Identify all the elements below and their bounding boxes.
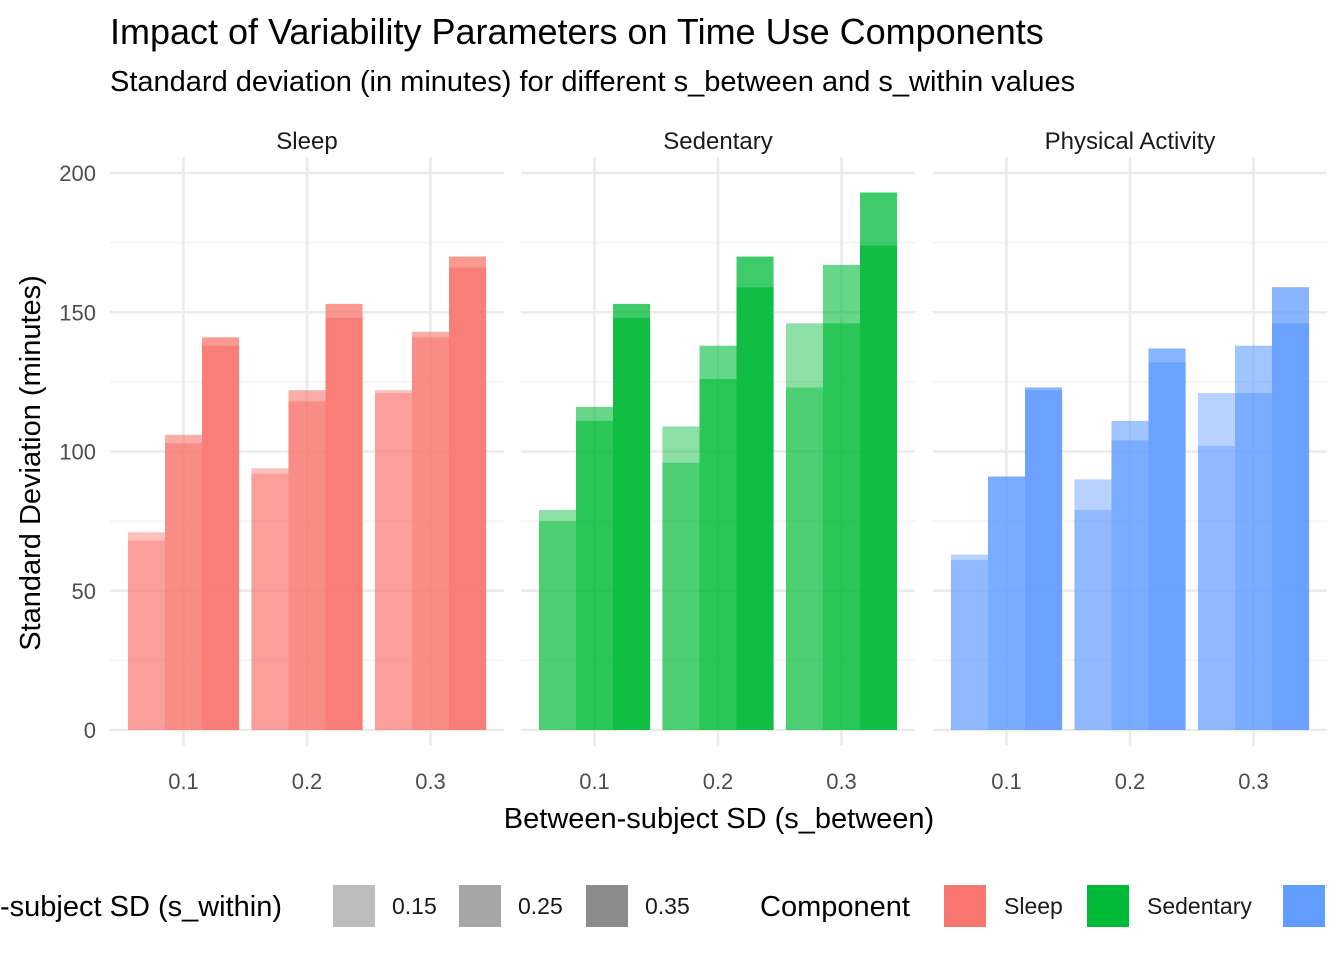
panel-sleep: Sleep 0.1 0.2 0.3 bbox=[110, 128, 504, 794]
x-axis-title: Between-subject SD (s_between) bbox=[504, 803, 934, 835]
bar bbox=[411, 337, 450, 730]
bar bbox=[449, 267, 487, 730]
legend-label-component: Sedentary bbox=[1147, 893, 1252, 919]
x-tick-label: 0.1 bbox=[991, 769, 1022, 794]
bar bbox=[785, 323, 823, 730]
bar bbox=[822, 323, 861, 730]
facet-label: Physical Activity bbox=[1045, 128, 1216, 155]
y-axis-ticks: 0 50 100 150 200 bbox=[59, 161, 96, 743]
y-tick-label: 150 bbox=[59, 300, 96, 325]
chart-subtitle: Standard deviation (in minutes) for diff… bbox=[110, 66, 1075, 98]
bar bbox=[1197, 393, 1235, 730]
x-tick-label: 0.1 bbox=[579, 769, 610, 794]
bar bbox=[1025, 390, 1063, 730]
bar bbox=[950, 554, 988, 730]
x-tick-label: 0.2 bbox=[703, 769, 734, 794]
x-tick-label: 0.3 bbox=[826, 769, 857, 794]
bar bbox=[662, 426, 700, 730]
bar bbox=[662, 462, 700, 730]
y-tick-label: 200 bbox=[59, 161, 96, 186]
y-tick-label: 50 bbox=[72, 579, 96, 604]
legend-title-s-within: -subject SD (s_within) bbox=[0, 891, 282, 923]
bar bbox=[1148, 362, 1186, 730]
bar bbox=[1074, 479, 1112, 730]
chart-title: Impact of Variability Parameters on Time… bbox=[110, 11, 1044, 52]
legend-swatch-component bbox=[1087, 885, 1129, 927]
bar bbox=[127, 540, 165, 730]
legend-label-s-within: 0.25 bbox=[518, 893, 563, 919]
panel-physical-activity: Physical Activity 0.1 0.2 0.3 bbox=[933, 128, 1327, 794]
x-tick-label: 0.1 bbox=[168, 769, 199, 794]
bar bbox=[699, 379, 737, 730]
bar bbox=[1074, 509, 1112, 730]
y-tick-label: 0 bbox=[84, 718, 96, 743]
bar bbox=[374, 390, 412, 730]
bar bbox=[325, 317, 363, 730]
bar bbox=[1197, 445, 1235, 730]
x-tick-label: 0.2 bbox=[1115, 769, 1146, 794]
bar bbox=[202, 345, 240, 730]
facet-label: Sedentary bbox=[663, 128, 772, 155]
bar bbox=[987, 476, 1026, 730]
bar bbox=[860, 245, 898, 730]
bar bbox=[538, 509, 576, 730]
bar bbox=[251, 473, 289, 730]
panel-sedentary: Sedentary 0.1 0.2 0.3 bbox=[521, 128, 915, 794]
facet-label: Sleep bbox=[276, 128, 337, 155]
bar bbox=[127, 532, 165, 730]
y-tick-label: 100 bbox=[59, 440, 96, 465]
bar bbox=[164, 443, 203, 730]
legend: -subject SD (s_within) Component 0.15 0.2… bbox=[0, 885, 1344, 927]
legend-label-s-within: 0.15 bbox=[392, 893, 437, 919]
bar bbox=[1272, 323, 1310, 730]
bar bbox=[1234, 393, 1273, 730]
legend-swatch-s-within bbox=[333, 885, 375, 927]
legend-title-component: Component bbox=[760, 891, 910, 923]
bar bbox=[785, 387, 823, 730]
bar bbox=[288, 401, 326, 730]
bar bbox=[736, 287, 774, 730]
legend-label-s-within: 0.35 bbox=[645, 893, 690, 919]
bar bbox=[613, 317, 651, 730]
x-tick-label: 0.2 bbox=[292, 769, 323, 794]
bar bbox=[1111, 440, 1149, 730]
legend-swatch-s-within bbox=[586, 885, 628, 927]
legend-swatch-component bbox=[1283, 885, 1325, 927]
bar bbox=[950, 560, 988, 730]
y-axis-title: Standard Deviation (minutes) bbox=[15, 275, 47, 651]
bar bbox=[538, 521, 576, 730]
x-tick-label: 0.3 bbox=[1238, 769, 1269, 794]
legend-swatch-s-within bbox=[459, 885, 501, 927]
bar bbox=[575, 420, 614, 730]
legend-label-component: Sleep bbox=[1004, 893, 1063, 919]
legend-swatch-component bbox=[944, 885, 986, 927]
bar bbox=[374, 393, 412, 730]
x-tick-label: 0.3 bbox=[415, 769, 446, 794]
bar bbox=[251, 468, 289, 730]
